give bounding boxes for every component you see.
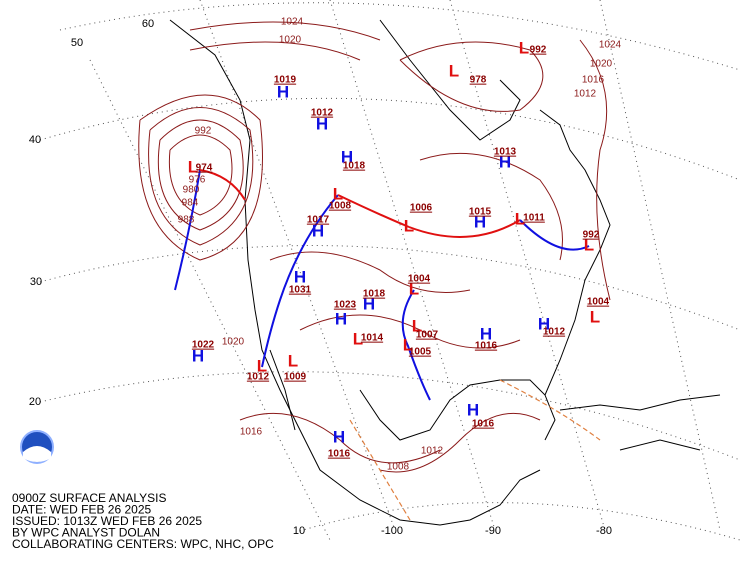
high-pressure: 1022	[192, 340, 215, 351]
isobar-label: 1020	[222, 337, 245, 348]
isobar-label: 1016	[582, 75, 605, 86]
high-pressure: 1012	[543, 327, 566, 338]
high-pressure: 1016	[475, 341, 498, 352]
low-symbol: L	[409, 279, 419, 298]
isobar-label: 1024	[281, 17, 304, 28]
high-pressure: 1016	[472, 419, 495, 430]
coastline	[169, 19, 721, 526]
isobar-label: 984	[182, 198, 199, 209]
low-pressure: 1006	[410, 203, 433, 214]
low-pressure: 992	[583, 230, 600, 241]
isobar-label: 980	[183, 185, 200, 196]
high-pressure: 1013	[494, 147, 517, 158]
low-symbol: L	[404, 216, 414, 235]
isobar-label: 988	[178, 215, 195, 226]
high-symbol: H	[474, 212, 486, 231]
high-symbol: H	[363, 294, 375, 313]
low-pressure: 1004	[408, 274, 431, 285]
low-pressure: 992	[530, 45, 547, 56]
low-pressure: 1014	[361, 333, 384, 344]
high-pressure: 1031	[289, 285, 312, 296]
latitude-label: 50	[71, 37, 83, 49]
low-symbol: L	[403, 335, 413, 354]
low-pressure: 1004	[587, 297, 610, 308]
high-pressure: 1012	[311, 108, 334, 119]
low-pressure: 1011	[523, 213, 545, 224]
high-symbol: H	[467, 400, 479, 419]
longitude-label: -100	[381, 525, 403, 537]
high-symbol: H	[316, 114, 328, 133]
isobar-label: 992	[195, 126, 212, 137]
fronts	[174, 169, 601, 521]
longitude-label: -80	[596, 525, 612, 537]
low-pressure: 978	[470, 75, 487, 86]
low-symbol: L	[584, 235, 594, 254]
high-pressure: 1023	[334, 300, 357, 311]
latitude-label: 20	[29, 396, 41, 408]
isobar-label: 1012	[574, 89, 597, 100]
isobar-label: 1020	[279, 35, 302, 46]
isobars	[138, 21, 611, 473]
low-symbol: L	[412, 316, 422, 335]
caption-line: ISSUED: 1013Z WED FEB 26 2025	[12, 514, 202, 528]
high-symbol: H	[538, 314, 550, 333]
low-pressure: 1007	[416, 330, 439, 341]
low-symbol: L	[519, 38, 529, 57]
low-symbol: L	[515, 209, 525, 228]
low-symbol: L	[449, 61, 459, 80]
low-pressure: 974	[196, 163, 213, 174]
high-pressure: 1016	[328, 449, 351, 460]
latitude-label: 30	[30, 276, 42, 288]
high-pressure: 1018	[363, 289, 386, 300]
caption-line: DATE: WED FEB 26 2025	[12, 503, 151, 517]
high-pressure: 1018	[343, 161, 366, 172]
low-symbol: L	[353, 329, 363, 348]
high-symbol: H	[335, 309, 347, 328]
low-pressure: 1005	[409, 347, 432, 358]
latitude-label: 60	[142, 18, 154, 30]
low-pressure: 1008	[329, 201, 352, 212]
high-symbol: H	[499, 152, 511, 171]
high-symbol: H	[312, 221, 324, 240]
high-symbol: H	[277, 82, 289, 101]
high-symbol: H	[294, 267, 306, 286]
high-pressure: 1019	[274, 75, 297, 86]
noaa-logo	[20, 430, 54, 464]
high-pressure: 1017	[307, 215, 330, 226]
isobar-label: 1016	[240, 427, 263, 438]
longitude-label: -90	[485, 525, 501, 537]
low-symbol: L	[590, 307, 600, 326]
low-pressure: 1012	[247, 372, 270, 383]
isobar-label: 976	[189, 175, 206, 186]
low-pressure: 1009	[284, 372, 307, 383]
isobar-label: 1024	[599, 40, 622, 51]
low-symbol: L	[188, 157, 198, 176]
caption-line: 0900Z SURFACE ANALYSIS	[12, 491, 167, 505]
caption-line: BY WPC ANALYST DOLAN	[12, 526, 160, 540]
latitude-label: 40	[29, 134, 41, 146]
caption-line: COLLABORATING CENTERS: WPC, NHC, OPC	[12, 537, 274, 551]
latitude-label: 10	[293, 525, 305, 537]
high-pressure: 1015	[469, 207, 492, 218]
low-symbol: L	[257, 356, 267, 375]
isobar-label: 1012	[421, 446, 444, 457]
isobar-label: 1020	[590, 59, 613, 70]
high-symbol: H	[480, 324, 492, 343]
low-symbol: L	[333, 184, 343, 203]
high-symbol: H	[192, 346, 204, 365]
isobar-label: 1008	[387, 462, 410, 473]
high-symbol: H	[341, 147, 353, 166]
high-symbol: H	[333, 427, 345, 446]
low-symbol: L	[288, 351, 298, 370]
